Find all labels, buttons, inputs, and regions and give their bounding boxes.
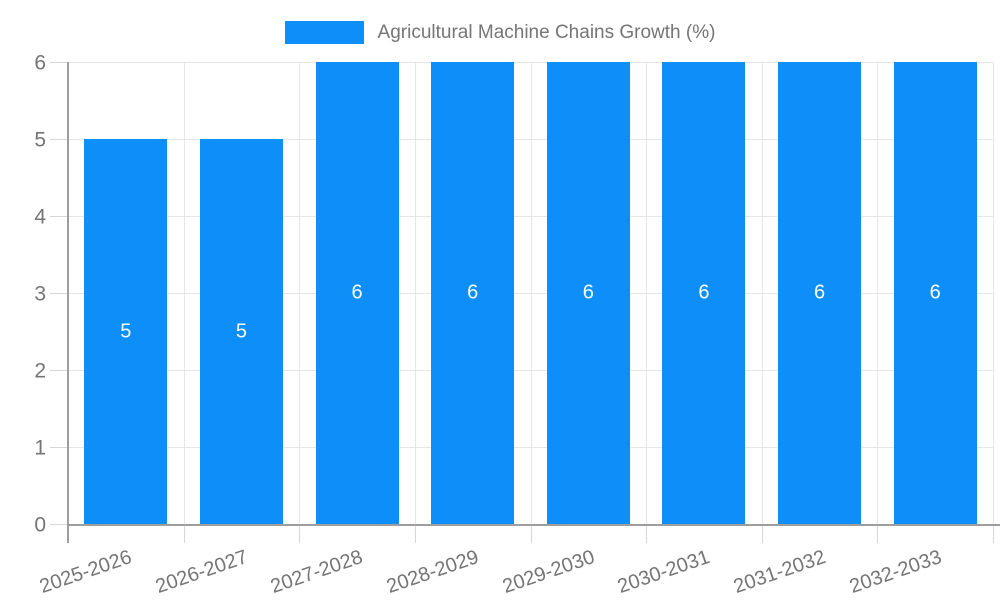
x-axis-tick	[415, 524, 416, 543]
y-axis-tick	[50, 447, 68, 448]
y-axis-tick-label: 6	[34, 51, 46, 75]
bar[interactable]	[200, 139, 283, 524]
x-gridline	[646, 62, 647, 524]
x-axis-category-label: 2027-2028	[268, 546, 366, 598]
bar-value-label: 6	[582, 281, 594, 304]
y-gridline	[68, 216, 993, 217]
bar-value-label: 6	[814, 281, 826, 304]
y-gridline	[68, 370, 993, 371]
x-gridline	[184, 62, 185, 524]
x-gridline	[415, 62, 416, 524]
x-axis-category-label: 2025-2026	[37, 546, 135, 598]
x-axis-tick	[762, 524, 763, 543]
bar[interactable]	[316, 62, 399, 524]
x-axis-tick	[184, 524, 185, 543]
x-axis-tick	[299, 524, 300, 543]
y-axis-tick	[50, 139, 68, 140]
x-axis-tick	[993, 524, 994, 543]
y-axis-tick	[50, 370, 68, 371]
y-axis-tick	[50, 216, 68, 217]
x-axis-tick	[646, 524, 647, 543]
x-gridline	[762, 62, 763, 524]
y-axis-tick-label: 5	[34, 128, 46, 152]
bar-value-label: 6	[698, 281, 710, 304]
y-axis-tick	[50, 524, 68, 525]
x-gridline	[299, 62, 300, 524]
y-axis-tick-label: 0	[34, 513, 46, 537]
legend-swatch[interactable]	[284, 21, 364, 44]
x-axis-tick	[531, 524, 532, 543]
bar[interactable]	[662, 62, 745, 524]
y-axis-tick-label: 4	[34, 205, 46, 229]
x-axis-category-label: 2030-2031	[615, 546, 713, 598]
y-axis-line	[67, 62, 69, 543]
y-gridline	[68, 62, 993, 63]
x-axis-category-label: 2031-2032	[730, 546, 829, 598]
bar[interactable]	[84, 139, 167, 524]
y-axis-tick-label: 3	[34, 282, 46, 306]
y-axis-tick	[50, 293, 68, 294]
x-gridline	[877, 62, 878, 524]
bar-value-label: 5	[235, 320, 247, 342]
bar[interactable]	[894, 62, 977, 524]
x-axis-category-label: 2028-2029	[383, 546, 482, 598]
bar-value-label: 5	[120, 320, 132, 342]
y-gridline	[68, 139, 993, 140]
y-axis-tick-label: 1	[34, 436, 46, 460]
y-axis-tick-label: 2	[34, 359, 46, 383]
y-gridline	[68, 447, 993, 448]
bar[interactable]	[547, 62, 630, 524]
x-gridline	[531, 62, 532, 524]
y-gridline	[68, 293, 993, 294]
bar[interactable]	[778, 62, 861, 524]
bar-value-label: 6	[467, 281, 479, 304]
legend: Agricultural Machine Chains Growth (%)	[0, 21, 1000, 44]
x-gridline	[993, 62, 994, 524]
bar-value-label: 6	[929, 281, 941, 304]
bar[interactable]	[431, 62, 514, 524]
bar-value-label: 6	[351, 281, 363, 304]
x-axis-tick	[877, 524, 878, 543]
legend-label[interactable]: Agricultural Machine Chains Growth (%)	[377, 21, 716, 43]
x-axis-category-label: 2032-2033	[846, 546, 945, 598]
x-axis-line	[67, 524, 1000, 526]
x-axis-category-label: 2029-2030	[499, 546, 598, 598]
x-axis-category-label: 2026-2027	[152, 546, 251, 598]
y-axis-tick	[50, 62, 68, 63]
